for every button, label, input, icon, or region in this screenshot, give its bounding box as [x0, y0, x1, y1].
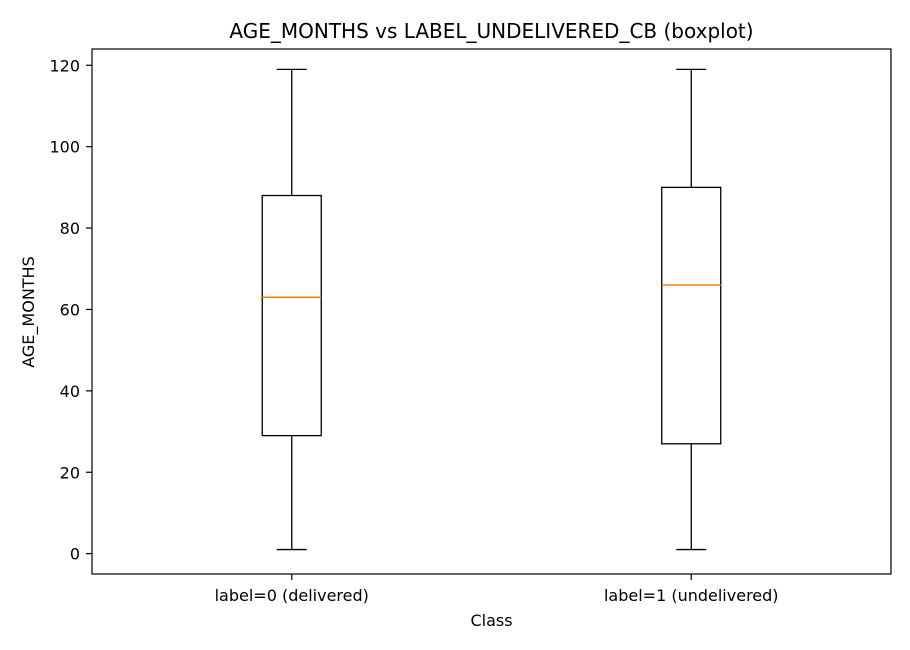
y-tick-label: 40: [60, 382, 80, 401]
y-tick-label: 80: [60, 219, 80, 238]
y-tick-label: 120: [49, 56, 80, 75]
y-tick-label: 20: [60, 463, 80, 482]
y-tick-label: 100: [49, 138, 80, 157]
box-iqr: [261, 194, 322, 437]
x-axis-label: Class: [470, 611, 512, 630]
y-axis-label: AGE_MONTHS: [19, 256, 39, 368]
y-tick-label: 0: [70, 545, 80, 564]
chart-title: AGE_MONTHS vs LABEL_UNDELIVERED_CB (boxp…: [229, 19, 753, 43]
x-tick-label: label=1 (undelivered): [604, 586, 779, 605]
axes-frame: [91, 48, 892, 575]
x-tick-label: label=0 (delivered): [215, 586, 369, 605]
box-iqr: [661, 186, 722, 445]
y-tick-label: 60: [60, 300, 80, 319]
plot-area: 0 20 40 60 80 100 120 label=0 (delivered) label=…: [49, 48, 892, 605]
